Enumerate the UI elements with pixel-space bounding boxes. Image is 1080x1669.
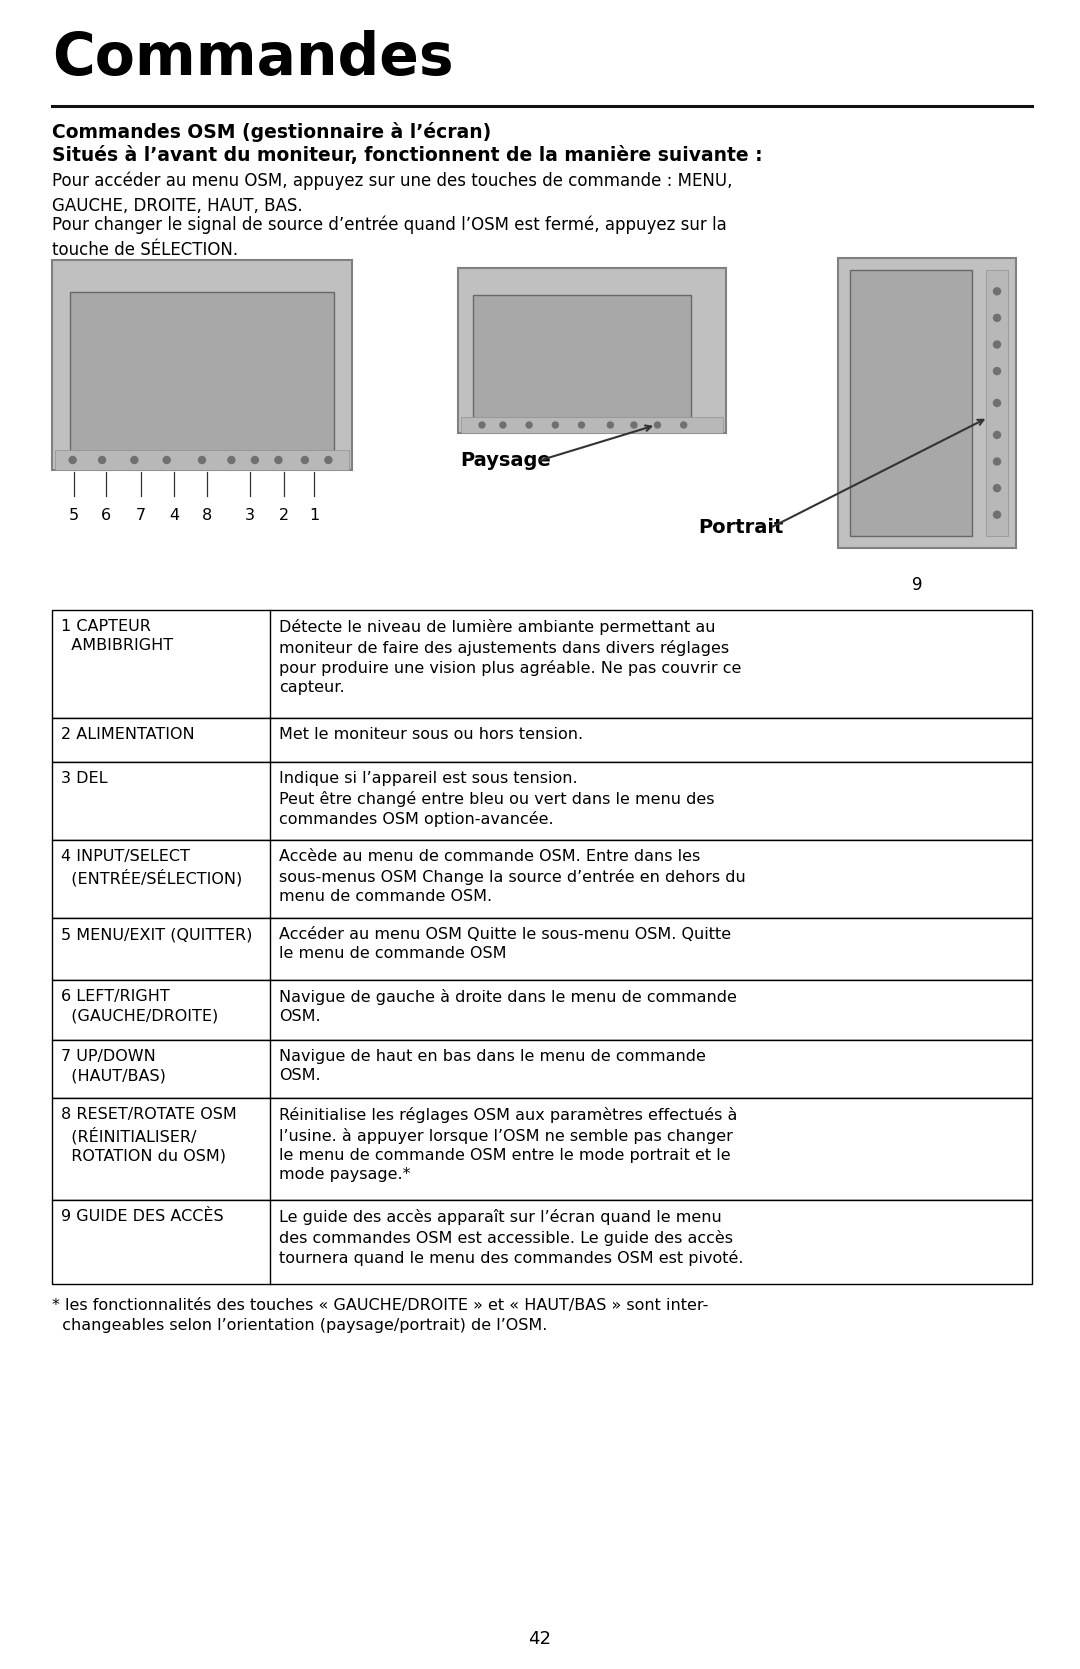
Text: Met le moniteur sous ou hors tension.: Met le moniteur sous ou hors tension. [279,728,583,743]
Circle shape [199,457,205,464]
Bar [52,918,1032,980]
Circle shape [994,457,1000,466]
Text: 1: 1 [309,507,319,522]
Text: Navigue de gauche à droite dans le menu de commande
OSM.: Navigue de gauche à droite dans le menu … [279,990,737,1025]
Text: 8 RESET/ROTATE OSM
  (RÉINITIALISER/
  ROTATION du OSM): 8 RESET/ROTATE OSM (RÉINITIALISER/ ROTAT… [60,1107,237,1163]
Text: 4: 4 [168,507,179,522]
Bar [55,451,349,471]
Text: 2: 2 [279,507,289,522]
Circle shape [994,511,1000,517]
Text: 3: 3 [245,507,255,522]
Text: 3 DEL: 3 DEL [60,771,108,786]
Circle shape [98,457,106,464]
Circle shape [252,457,258,464]
Bar [52,718,1032,763]
Text: Réinitialise les réglages OSM aux paramètres effectués à
l’usine. à appuyer lors: Réinitialise les réglages OSM aux paramè… [279,1107,738,1182]
Text: 6: 6 [100,507,111,522]
Text: Situés à l’avant du moniteur, fonctionnent de la manière suivante :: Situés à l’avant du moniteur, fonctionne… [52,145,762,165]
Text: Portrait: Portrait [698,517,783,537]
Text: 9 GUIDE DES ACCÈS: 9 GUIDE DES ACCÈS [60,1208,224,1223]
Circle shape [552,422,558,427]
Circle shape [994,314,1000,322]
Circle shape [325,457,332,464]
Circle shape [579,422,584,427]
Circle shape [994,484,1000,492]
Text: 7: 7 [136,507,146,522]
Circle shape [526,422,532,427]
Bar [838,259,1016,547]
Text: 7 UP/DOWN
  (HAUT/BAS): 7 UP/DOWN (HAUT/BAS) [60,1050,166,1083]
Text: 5 MENU/EXIT (QUITTER): 5 MENU/EXIT (QUITTER) [60,926,253,941]
Text: 4 INPUT/SELECT
  (ENTRÉE/SÉLECTION): 4 INPUT/SELECT (ENTRÉE/SÉLECTION) [60,850,242,886]
Text: Paysage: Paysage [460,451,551,471]
Bar [70,292,334,452]
Circle shape [994,431,1000,439]
Circle shape [478,422,485,427]
Text: changeables selon l’orientation (paysage/portrait) de l’OSM.: changeables selon l’orientation (paysage… [52,1319,548,1334]
Circle shape [994,287,1000,295]
Text: Commandes OSM (gestionnaire à l’écran): Commandes OSM (gestionnaire à l’écran) [52,122,491,142]
Bar [473,295,691,417]
Circle shape [994,340,1000,347]
Bar [986,270,1008,536]
Bar [461,417,723,432]
Text: 8: 8 [202,507,212,522]
Text: 5: 5 [69,507,79,522]
Bar [52,763,1032,840]
Circle shape [680,422,687,427]
Bar [52,980,1032,1040]
Text: Commandes: Commandes [52,30,454,87]
Text: 2 ALIMENTATION: 2 ALIMENTATION [60,728,194,743]
Bar [52,840,1032,918]
Text: Pour accéder au menu OSM, appuyez sur une des touches de commande : MENU,
GAUCHE: Pour accéder au menu OSM, appuyez sur un… [52,172,732,215]
Bar [52,1098,1032,1200]
Bar [458,269,726,432]
Text: Pour changer le signal de source d’entrée quand l’OSM est fermé, appuyez sur la
: Pour changer le signal de source d’entré… [52,215,727,259]
Circle shape [275,457,282,464]
Bar [850,270,972,536]
Circle shape [654,422,661,427]
Text: 6 LEFT/RIGHT
  (GAUCHE/DROITE): 6 LEFT/RIGHT (GAUCHE/DROITE) [60,990,218,1023]
Text: Indique si l’appareil est sous tension.
Peut être changé entre bleu ou vert dans: Indique si l’appareil est sous tension. … [279,771,715,828]
Bar [52,1040,1032,1098]
Text: 9: 9 [912,576,922,594]
Text: 42: 42 [528,1631,552,1647]
Circle shape [994,367,1000,374]
Text: Le guide des accès apparaît sur l’écran quand le menu
des commandes OSM est acce: Le guide des accès apparaît sur l’écran … [279,1208,743,1267]
Text: Accède au menu de commande OSM. Entre dans les
sous-menus OSM Change la source d: Accède au menu de commande OSM. Entre da… [279,850,746,903]
Circle shape [131,457,138,464]
Circle shape [163,457,171,464]
Text: * les fonctionnalités des touches « GAUCHE/DROITE » et « HAUT/BAS » sont inter-: * les fonctionnalités des touches « GAUC… [52,1298,708,1314]
Circle shape [607,422,613,427]
Circle shape [994,399,1000,407]
Circle shape [631,422,637,427]
Bar [52,1200,1032,1283]
Text: 1 CAPTEUR
  AMBIBRIGHT: 1 CAPTEUR AMBIBRIGHT [60,619,173,653]
Bar [52,260,352,471]
Bar [52,609,1032,718]
Circle shape [301,457,309,464]
Text: Navigue de haut en bas dans le menu de commande
OSM.: Navigue de haut en bas dans le menu de c… [279,1050,706,1083]
Text: Accéder au menu OSM Quitte le sous-menu OSM. Quitte
le menu de commande OSM: Accéder au menu OSM Quitte le sous-menu … [279,926,731,961]
Circle shape [228,457,235,464]
Circle shape [500,422,505,427]
Text: Détecte le niveau de lumière ambiante permettant au
moniteur de faire des ajuste: Détecte le niveau de lumière ambiante pe… [279,619,741,696]
Circle shape [69,457,76,464]
